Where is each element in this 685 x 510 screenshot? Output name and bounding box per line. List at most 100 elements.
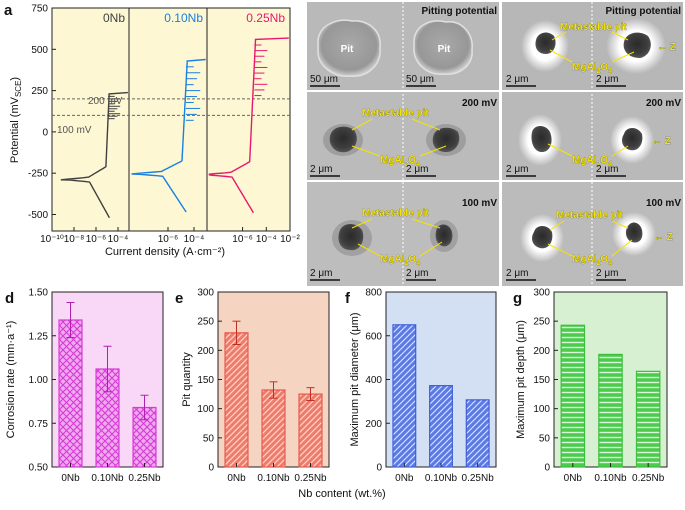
- scale-label: 50 μm: [310, 74, 338, 85]
- x-tick-label: 0.10Nb: [257, 473, 290, 484]
- legend-0nb: 0Nb: [103, 11, 125, 25]
- annotation-arrow: [419, 241, 443, 257]
- pit-image: [531, 126, 552, 152]
- scale-label: 2 μm: [406, 268, 428, 279]
- pit-image: [625, 222, 643, 243]
- legend-025nb: 0.25Nb: [246, 11, 285, 25]
- y-tick-label: 800: [365, 288, 382, 299]
- x-tick-label: 0.25Nb: [294, 473, 327, 484]
- mgal-label: MgAl2O4: [572, 155, 612, 168]
- legend-010nb: 0.10Nb: [164, 11, 203, 25]
- y-axis-title: Maximum pit diameter (μm): [349, 312, 361, 446]
- y-tick-label: 750: [31, 4, 48, 15]
- y-axis-title: Corrosion rate (mm·a⁻¹): [5, 321, 17, 439]
- y-tick-label: 0: [376, 463, 382, 474]
- bar-0.25Nb: [635, 370, 661, 468]
- annotation-arrow: [411, 118, 441, 131]
- bar-0.10Nb: [598, 353, 623, 468]
- y-tick-label: 150: [533, 375, 550, 386]
- panel-g-label: g: [513, 290, 522, 307]
- x-tick-label: 10⁻⁴: [256, 234, 277, 245]
- x-tick-label: 0Nb: [227, 473, 246, 484]
- pit-image: [623, 32, 651, 58]
- z-label: ← Z: [657, 42, 676, 53]
- pit-image: [532, 226, 553, 249]
- pit-image: [535, 32, 556, 54]
- micrograph-title: Pitting potential: [605, 6, 681, 17]
- y-tick-label: 50: [539, 433, 551, 444]
- bar-0Nb: [224, 332, 249, 468]
- y-tick-label: 0: [208, 463, 214, 474]
- y-tick-label: 600: [365, 331, 382, 342]
- x-tick-label: 10⁻⁶: [158, 234, 179, 245]
- ref-label-100: 100 mV: [57, 125, 92, 136]
- annotation-arrow: [611, 145, 629, 157]
- annotation-arrow: [351, 145, 381, 157]
- y-tick-label: 1.50: [29, 288, 49, 299]
- scale-label: 2 μm: [406, 164, 428, 175]
- pit-image: [432, 127, 460, 152]
- bar-0.25Nb: [465, 399, 490, 468]
- mgal-label: MgAl2O4: [572, 254, 612, 267]
- pit-image: [435, 224, 453, 247]
- annotation-arrow: [611, 239, 633, 257]
- annotation-arrow: [551, 31, 567, 41]
- y-tick-label: 200: [365, 419, 382, 430]
- y-tick-label: 250: [533, 317, 550, 328]
- pit-label: Pit: [341, 44, 354, 55]
- scale-label: 2 μm: [310, 164, 332, 175]
- scale-label: 2 μm: [506, 164, 528, 175]
- y-axis-ticks: -500 -250 0 250 500 750: [28, 4, 56, 221]
- z-label: ← Z: [652, 136, 671, 147]
- panel-f: f 0 200 400 600 800 0Nb 0.10Nb 0.25Nb Maximum pit…: [345, 288, 497, 484]
- y-tick-label: 0: [42, 127, 48, 138]
- pit-image: [338, 224, 364, 251]
- polarization-curves: [60, 37, 289, 219]
- shared-x-axis-title: Nb content (wt.%): [298, 488, 385, 500]
- y-tick-label: 200: [197, 346, 214, 357]
- annotation-arrow: [549, 220, 565, 231]
- y-tick-label: 1.25: [29, 331, 49, 342]
- y-tick-label: 400: [365, 375, 382, 386]
- panel-d-label: d: [5, 290, 14, 307]
- x-tick-label: 0Nb: [564, 473, 583, 484]
- panel-g: g 0 50 100 150 200 250 300 0Nb 0.10Nb 0.25Nb Maximu…: [513, 288, 668, 484]
- mgal-label: MgAl2O4: [572, 62, 612, 75]
- y-tick-label: 0.75: [29, 419, 49, 430]
- x-tick-label: 10⁻⁶: [232, 234, 253, 245]
- bar-0Nb: [392, 324, 417, 468]
- ref-label-200: 200 mV: [88, 96, 123, 107]
- annotation-arrow: [611, 220, 629, 229]
- y-tick-label: 250: [31, 86, 48, 97]
- scale-label: 50 μm: [406, 74, 434, 85]
- scale-label: 2 μm: [596, 268, 618, 279]
- annotation-arrow: [611, 31, 629, 41]
- x-tick-label: 0Nb: [61, 473, 80, 484]
- y-tick-label: 300: [533, 288, 550, 299]
- pit-label: Pit: [438, 44, 451, 55]
- x-tick-label: 10⁻⁶: [86, 234, 107, 245]
- bar-0Nb: [58, 319, 83, 468]
- x-tick-label: 0.25Nb: [128, 473, 161, 484]
- y-tick-label: 100: [533, 404, 550, 415]
- x-tick-label: 10⁻²: [280, 234, 300, 245]
- annotation-arrow: [351, 218, 373, 229]
- scale-label: 2 μm: [506, 268, 528, 279]
- plot-a-background: [51, 7, 291, 232]
- panel-b: b Pit Pit Pitting potential 50 μm 50 μm …: [307, 2, 499, 286]
- y-tick-label: 500: [31, 45, 48, 56]
- x-axis-ticks: 10⁻¹⁰ 10⁻⁸ 10⁻⁶ 10⁻⁴ 10⁻⁶ 10⁻⁴ 10⁻⁶ 10⁻⁴ 10⁻²: [40, 227, 301, 245]
- x-tick-label: 0.25Nb: [462, 473, 495, 484]
- y-axis-title: Potential (mVSCE): [9, 77, 23, 163]
- x-tick-label: 0.10Nb: [91, 473, 124, 484]
- z-label: ← Z: [654, 232, 673, 243]
- pit-image: [413, 20, 473, 75]
- y-tick-label: 100: [197, 404, 214, 415]
- x-tick-label: 10⁻⁴: [184, 234, 205, 245]
- y-tick-label: 1.00: [29, 375, 49, 386]
- x-tick-label: 10⁻⁴: [108, 234, 129, 245]
- micrograph-title: 100 mV: [646, 198, 681, 209]
- annotation-arrow: [547, 243, 573, 257]
